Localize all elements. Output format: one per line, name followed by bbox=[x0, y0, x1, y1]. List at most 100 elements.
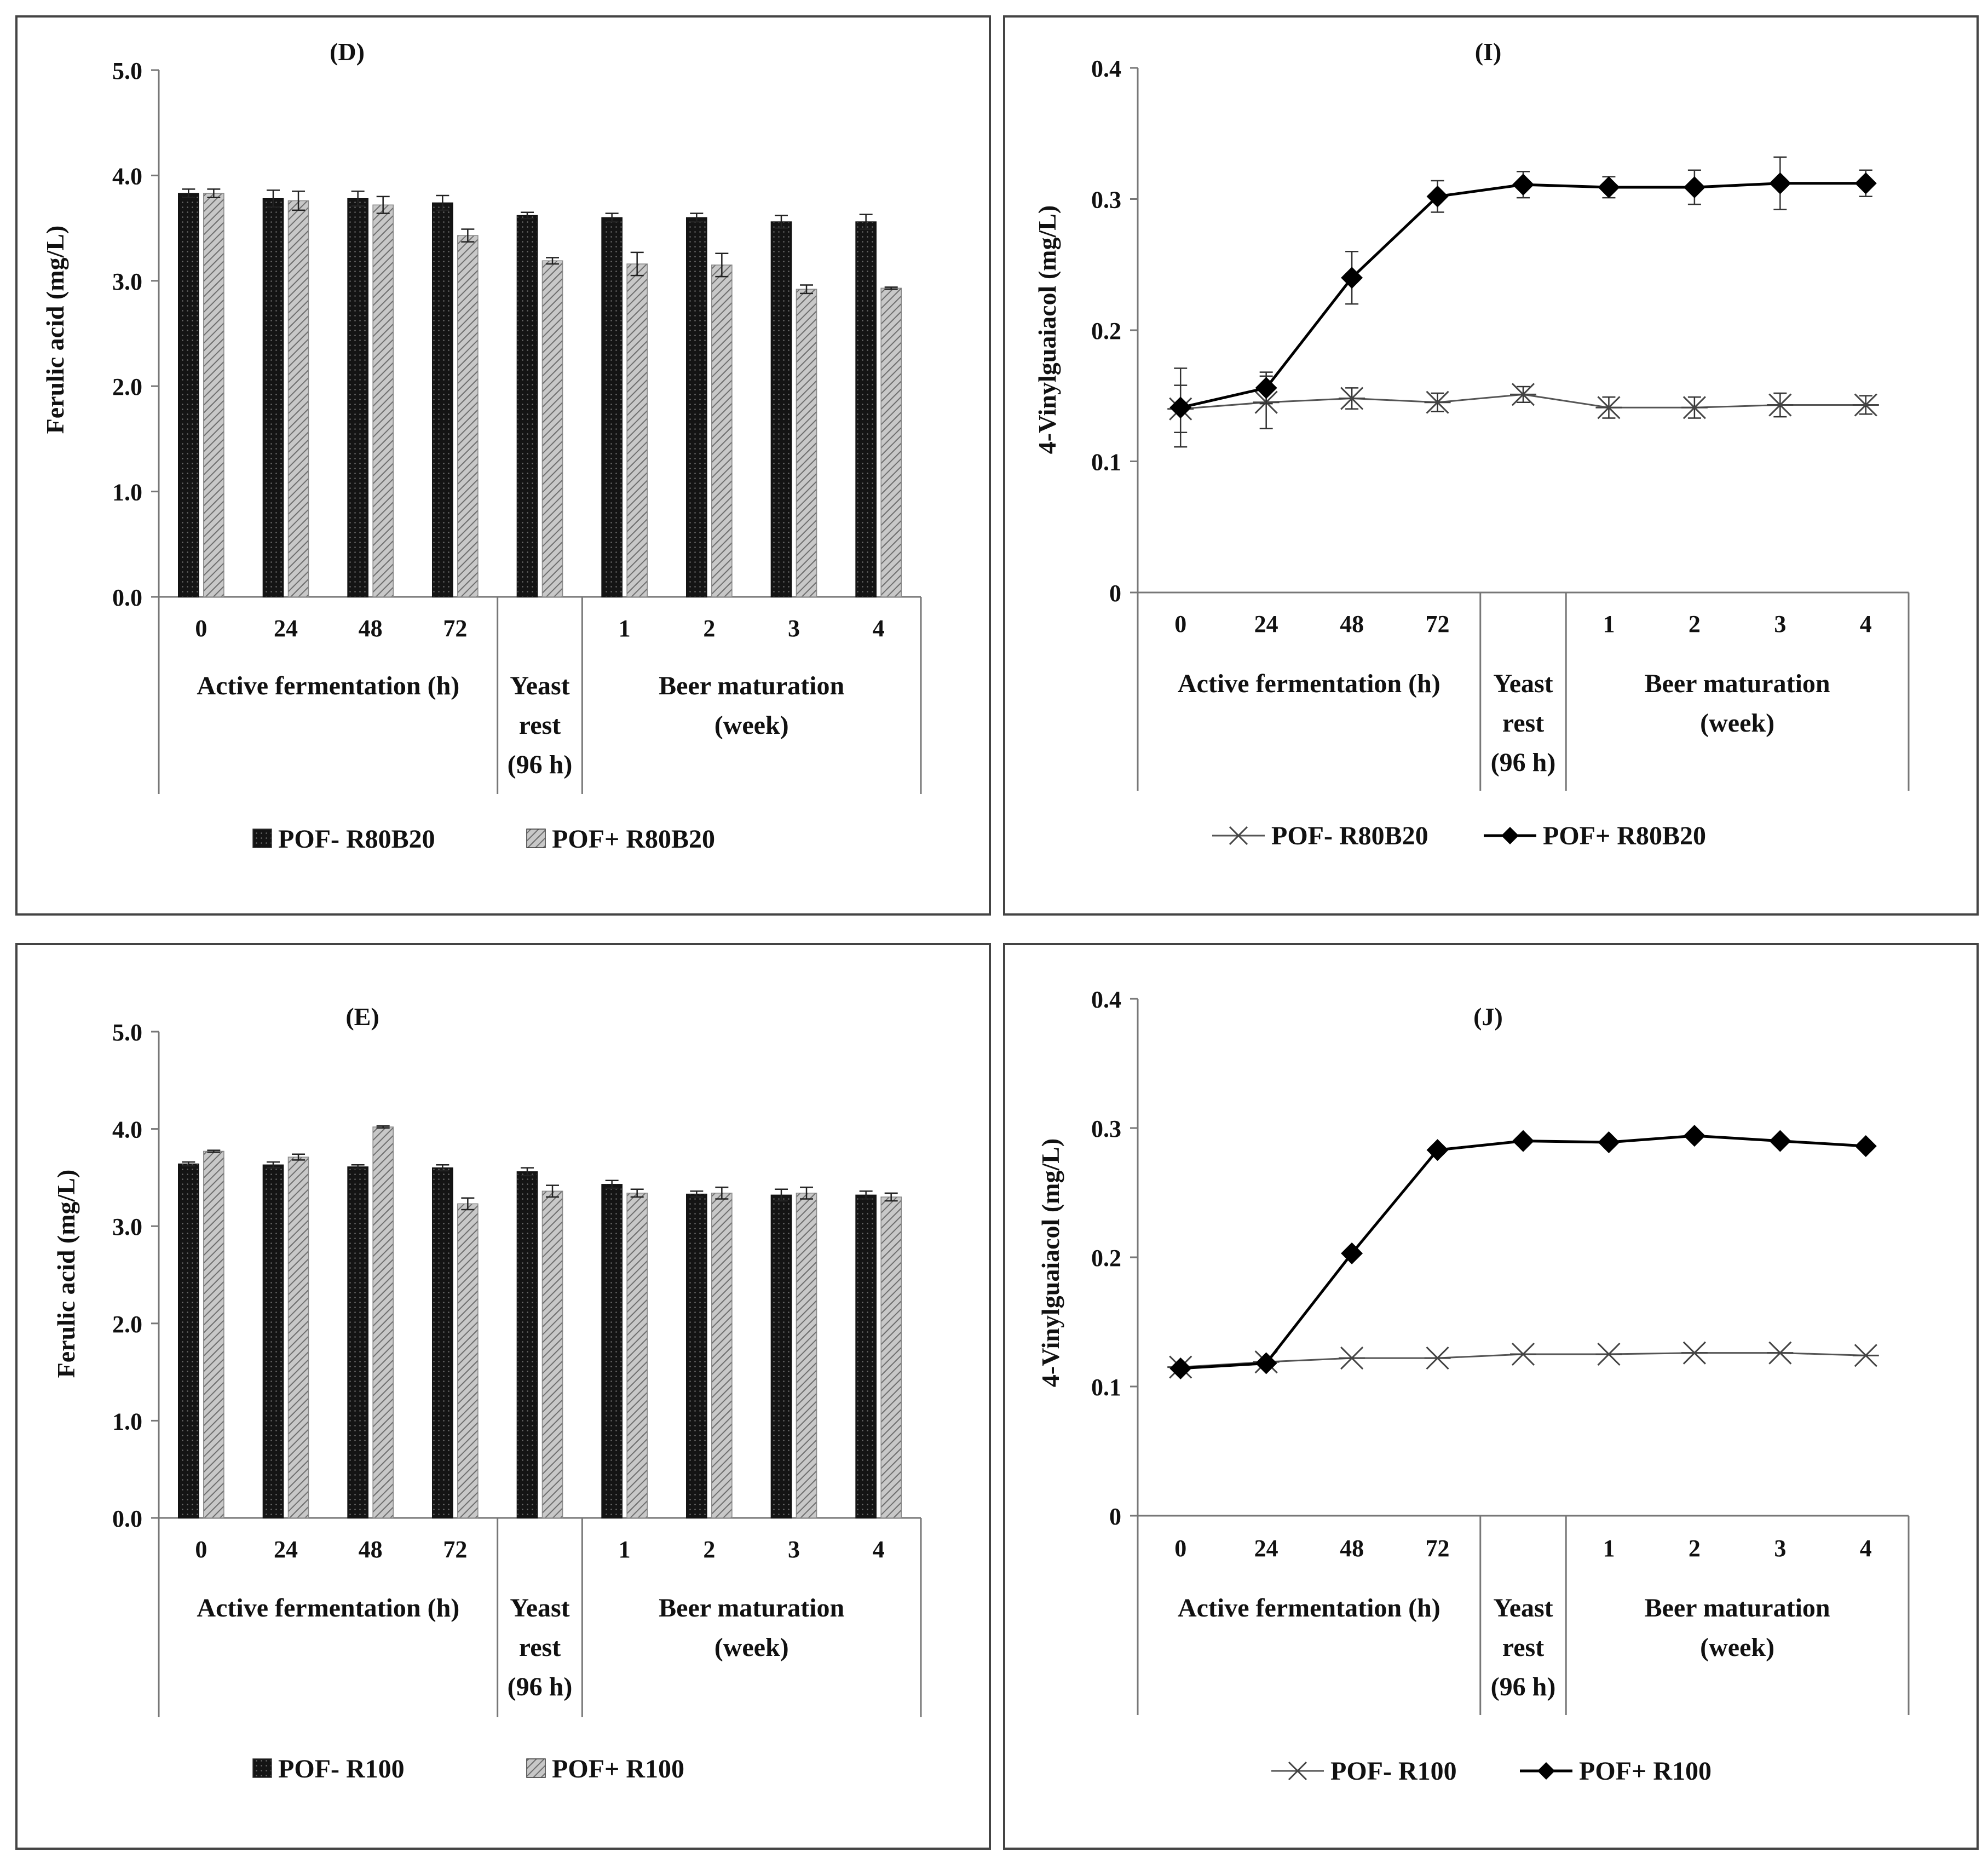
chart-i-point-pof-minus bbox=[1339, 387, 1365, 410]
chart-d-bar-pof-minus bbox=[601, 217, 623, 597]
chart-i-point-pof-plus bbox=[1341, 267, 1363, 289]
chart-j-x-tick-label: 3 bbox=[1774, 1535, 1786, 1562]
chart-j-point-pof-plus bbox=[1854, 1135, 1877, 1158]
chart-j-y-tick-label: 0.4 bbox=[1091, 986, 1121, 1013]
chart-i-point-pof-plus bbox=[1255, 377, 1277, 399]
chart-e-bar-pof-plus bbox=[541, 1190, 563, 1518]
chart-e-title: (E) bbox=[345, 1003, 379, 1031]
chart-d-bar-pof-minus bbox=[855, 221, 877, 597]
chart-j-point-pof-minus bbox=[1681, 1341, 1708, 1365]
chart-j-point-pof-plus bbox=[1255, 1352, 1277, 1374]
chart-i-group-label: Yeast bbox=[1493, 669, 1553, 698]
chart-e-bar-pof-plus bbox=[880, 1196, 902, 1518]
chart-d-y-axis-label: Ferulic acid (mg/L) bbox=[41, 226, 69, 434]
chart-e-bar-pof-plus bbox=[626, 1193, 648, 1518]
chart-j-x-tick-label: 0 bbox=[1174, 1535, 1186, 1562]
chart-e-bar-pof-plus bbox=[203, 1150, 224, 1518]
chart-i-point-pof-minus bbox=[1681, 396, 1708, 419]
chart-i-point-pof-minus bbox=[1510, 383, 1536, 406]
chart-e-bar-pof-minus bbox=[262, 1164, 284, 1518]
chart-d-y-tick-label: 5.0 bbox=[112, 57, 142, 84]
chart-i-point-pof-minus bbox=[1767, 393, 1794, 417]
chart-d-bar-pof-plus bbox=[287, 200, 309, 597]
chart-d-legend-label: POF- R80B20 bbox=[278, 825, 435, 854]
chart-i-y-tick-label: 0.2 bbox=[1091, 318, 1121, 344]
chart-e-y-tick-label: 5.0 bbox=[112, 1019, 142, 1046]
chart-d-x-tick-label: 3 bbox=[788, 615, 800, 642]
chart-e-svg: (E) Ferulic acid (mg/L) 0.0 1.0 2.0 3.0 4.0 5.0… bbox=[52, 1003, 922, 1784]
chart-i-group-label: Beer maturation bbox=[1645, 669, 1830, 698]
chart-d-group-label: (week) bbox=[714, 711, 789, 740]
chart-e-bar-pof-plus bbox=[287, 1157, 309, 1518]
chart-j-point-pof-plus bbox=[1341, 1242, 1363, 1264]
chart-j-group-label: rest bbox=[1502, 1633, 1544, 1662]
chart-i-point-pof-minus bbox=[1424, 390, 1451, 414]
chart-d-title: (D) bbox=[330, 38, 365, 66]
chart-e-y-tick-label: 1.0 bbox=[112, 1408, 142, 1435]
chart-d-bar-pof-minus bbox=[516, 215, 538, 597]
chart-j-point-pof-minus bbox=[1510, 1342, 1536, 1366]
chart-d-bar-pof-plus bbox=[541, 260, 563, 597]
chart-i-legend-label: POF+ R80B20 bbox=[1543, 821, 1706, 850]
chart-d-group-label: Yeast bbox=[510, 671, 569, 700]
chart-e-group-label: Yeast bbox=[510, 1593, 569, 1623]
chart-e-y-tick-label: 3.0 bbox=[112, 1213, 142, 1240]
chart-j-legend-label: POF+ R100 bbox=[1579, 1757, 1712, 1786]
chart-i-group-label: (96 h) bbox=[1491, 748, 1556, 777]
chart-d-bar-pof-plus bbox=[457, 235, 479, 597]
chart-d-group-label: rest bbox=[519, 711, 561, 740]
chart-d-y-tick-label: 0.0 bbox=[112, 584, 142, 611]
chart-e-y-axis-label: Ferulic acid (mg/L) bbox=[52, 1170, 80, 1378]
chart-i-svg: (I) 4-Vinylguaiacol (mg/L) 0 0.1 0.2 0.3 0.4 0 2… bbox=[1033, 38, 1910, 850]
chart-j-point-pof-plus bbox=[1769, 1130, 1791, 1152]
chart-j-x-tick-label: 4 bbox=[1860, 1535, 1872, 1562]
chart-j-y-axis-label: 4-Vinylguaiacol (mg/L) bbox=[1036, 1138, 1064, 1387]
chart-d-svg: (D) Ferulic acid (mg/L) 0.0 1.0 2.0 3.0 4.0 5.0… bbox=[41, 38, 922, 854]
chart-e-bar-pof-plus bbox=[711, 1193, 733, 1518]
chart-i-point-pof-plus bbox=[1169, 396, 1192, 419]
chart-e-group-label: (week) bbox=[714, 1633, 789, 1662]
chart-i-y-tick-label: 0 bbox=[1109, 580, 1121, 607]
chart-e-bar-pof-minus bbox=[432, 1167, 453, 1518]
chart-j-point-pof-plus bbox=[1598, 1131, 1620, 1153]
chart-d-legend-label: POF+ R80B20 bbox=[552, 825, 715, 854]
chart-e-bar-pof-minus bbox=[686, 1193, 707, 1518]
chart-j-y-tick-label: 0.1 bbox=[1091, 1374, 1121, 1401]
chart-e-x-tick-label: 1 bbox=[619, 1536, 631, 1563]
chart-j-x-tick-label: 2 bbox=[1689, 1535, 1701, 1562]
chart-i-group-label: Active fermentation (h) bbox=[1178, 669, 1440, 698]
chart-e-x-tick-label: 24 bbox=[274, 1536, 298, 1563]
chart-i-y-tick-label: 0.3 bbox=[1091, 187, 1121, 214]
chart-i-point-pof-plus bbox=[1683, 176, 1705, 198]
chart-i-title: (I) bbox=[1475, 38, 1502, 66]
chart-d-bar-pof-minus bbox=[178, 193, 199, 597]
chart-i-y-axis-label: 4-Vinylguaiacol (mg/L) bbox=[1033, 205, 1061, 454]
chart-j-point-pof-plus bbox=[1426, 1139, 1449, 1161]
chart-e-group-label: rest bbox=[519, 1633, 561, 1662]
chart-d-bar-pof-plus bbox=[372, 204, 394, 597]
chart-d-x-tick-label: 48 bbox=[359, 615, 383, 642]
chart-i-legend-marker bbox=[1229, 826, 1248, 845]
chart-j-point-pof-minus bbox=[1424, 1347, 1451, 1370]
chart-d-bar-pof-plus bbox=[880, 287, 902, 597]
chart-e-bar-pof-plus bbox=[796, 1193, 817, 1518]
chart-i-y-tick-label: 0.1 bbox=[1091, 449, 1121, 476]
chart-d-bar-pof-plus bbox=[203, 193, 224, 597]
chart-d-bar-pof-minus bbox=[770, 221, 792, 597]
chart-d-legend-swatch bbox=[526, 829, 546, 848]
chart-j-legend-marker bbox=[1537, 1762, 1555, 1780]
chart-e-x-tick-label: 4 bbox=[873, 1536, 885, 1563]
chart-e-legend-label: POF- R100 bbox=[278, 1754, 405, 1784]
panel-e: (E) Ferulic acid (mg/L) 0.0 1.0 2.0 3.0 4.0 5.0… bbox=[15, 943, 991, 1850]
panel-i: (I) 4-Vinylguaiacol (mg/L) 0 0.1 0.2 0.3 0.4 0 2… bbox=[1003, 15, 1979, 916]
chart-e-x-tick-label: 48 bbox=[359, 1536, 383, 1563]
chart-e-bar-pof-minus bbox=[516, 1171, 538, 1518]
chart-j-series-line-pof-plus bbox=[1180, 1134, 1866, 1370]
chart-i-legend-label: POF- R80B20 bbox=[1271, 821, 1428, 850]
chart-d-group-label: (96 h) bbox=[508, 750, 573, 779]
chart-i-x-tick-label: 72 bbox=[1426, 611, 1450, 637]
chart-d-bar-pof-minus bbox=[262, 198, 284, 597]
chart-e-bar-pof-plus bbox=[457, 1203, 479, 1518]
chart-e-legend-label: POF+ R100 bbox=[552, 1754, 684, 1784]
chart-i-x-tick-label: 0 bbox=[1174, 611, 1186, 637]
